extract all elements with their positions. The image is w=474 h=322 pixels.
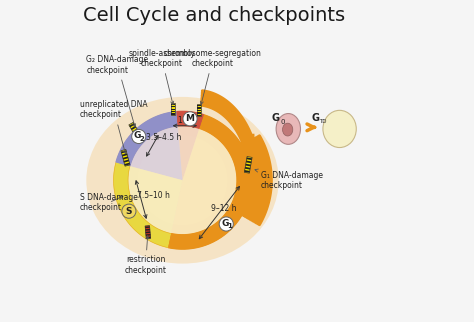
Circle shape [219,217,233,231]
Ellipse shape [283,123,293,136]
Text: 7.5–10 h: 7.5–10 h [137,191,169,200]
Wedge shape [176,111,204,128]
Circle shape [132,129,146,144]
Bar [146,237,151,238]
Bar [171,103,174,115]
Bar [171,113,174,115]
Bar [146,232,150,233]
Bar [246,157,252,160]
Text: S DNA-damage
checkpoint: S DNA-damage checkpoint [80,193,138,213]
Ellipse shape [86,97,279,264]
Bar [121,150,127,153]
Bar [197,110,201,111]
Bar [244,156,252,173]
Bar [136,134,141,138]
Bar [246,161,251,163]
Bar [131,126,136,130]
Bar [197,115,201,116]
Ellipse shape [276,114,301,144]
Text: Cell Cycle and checkpoints: Cell Cycle and checkpoints [83,5,345,24]
Bar [245,170,250,173]
Text: restriction
checkpoint: restriction checkpoint [125,236,167,275]
Bar [197,105,201,106]
Bar [145,226,151,239]
Bar [121,149,130,166]
Text: G: G [272,113,280,123]
Text: 9–12 h: 9–12 h [211,204,236,213]
Text: 2: 2 [139,136,144,142]
Text: G: G [311,113,319,123]
Text: G₁ DNA-damage
checkpoint: G₁ DNA-damage checkpoint [255,169,323,190]
Bar [171,109,174,110]
Bar [125,163,130,166]
Bar [123,156,128,159]
Wedge shape [168,115,251,249]
Text: unreplicated DNA
checkpoint: unreplicated DNA checkpoint [80,100,147,154]
Wedge shape [114,162,171,248]
Bar [171,104,174,105]
Wedge shape [130,126,182,180]
Text: 1: 1 [227,223,232,229]
Bar [197,104,201,117]
Text: 1 h: 1 h [178,116,191,125]
Bar [129,123,135,127]
Ellipse shape [323,110,356,147]
Text: S: S [126,207,132,216]
Text: 0: 0 [280,119,285,125]
Bar [197,112,201,114]
Bar [246,164,251,166]
Wedge shape [178,126,200,180]
Bar [245,167,250,170]
Bar [146,229,150,231]
Bar [124,160,129,163]
Bar [171,111,174,112]
Text: TD: TD [319,119,327,125]
Text: G: G [134,131,141,140]
Wedge shape [116,111,178,166]
Text: spindle-assembly
checkpoint: spindle-assembly checkpoint [128,49,195,105]
Wedge shape [128,166,182,233]
Bar [122,153,128,156]
Text: G₂ DNA-damage
checkpoint: G₂ DNA-damage checkpoint [86,55,148,127]
Bar [145,226,150,228]
Bar [133,129,138,133]
Wedge shape [171,128,237,235]
Circle shape [137,135,228,225]
Text: G: G [221,219,228,228]
Bar [134,131,139,136]
Bar [171,106,174,108]
Text: 3.5–4.5 h: 3.5–4.5 h [146,133,182,142]
Circle shape [122,204,136,218]
Circle shape [183,112,197,126]
Bar [197,108,201,109]
Text: M: M [185,114,194,123]
Bar [129,122,141,139]
Bar [146,234,150,236]
Text: chromosome-segregation
checkpoint: chromosome-segregation checkpoint [164,49,262,105]
